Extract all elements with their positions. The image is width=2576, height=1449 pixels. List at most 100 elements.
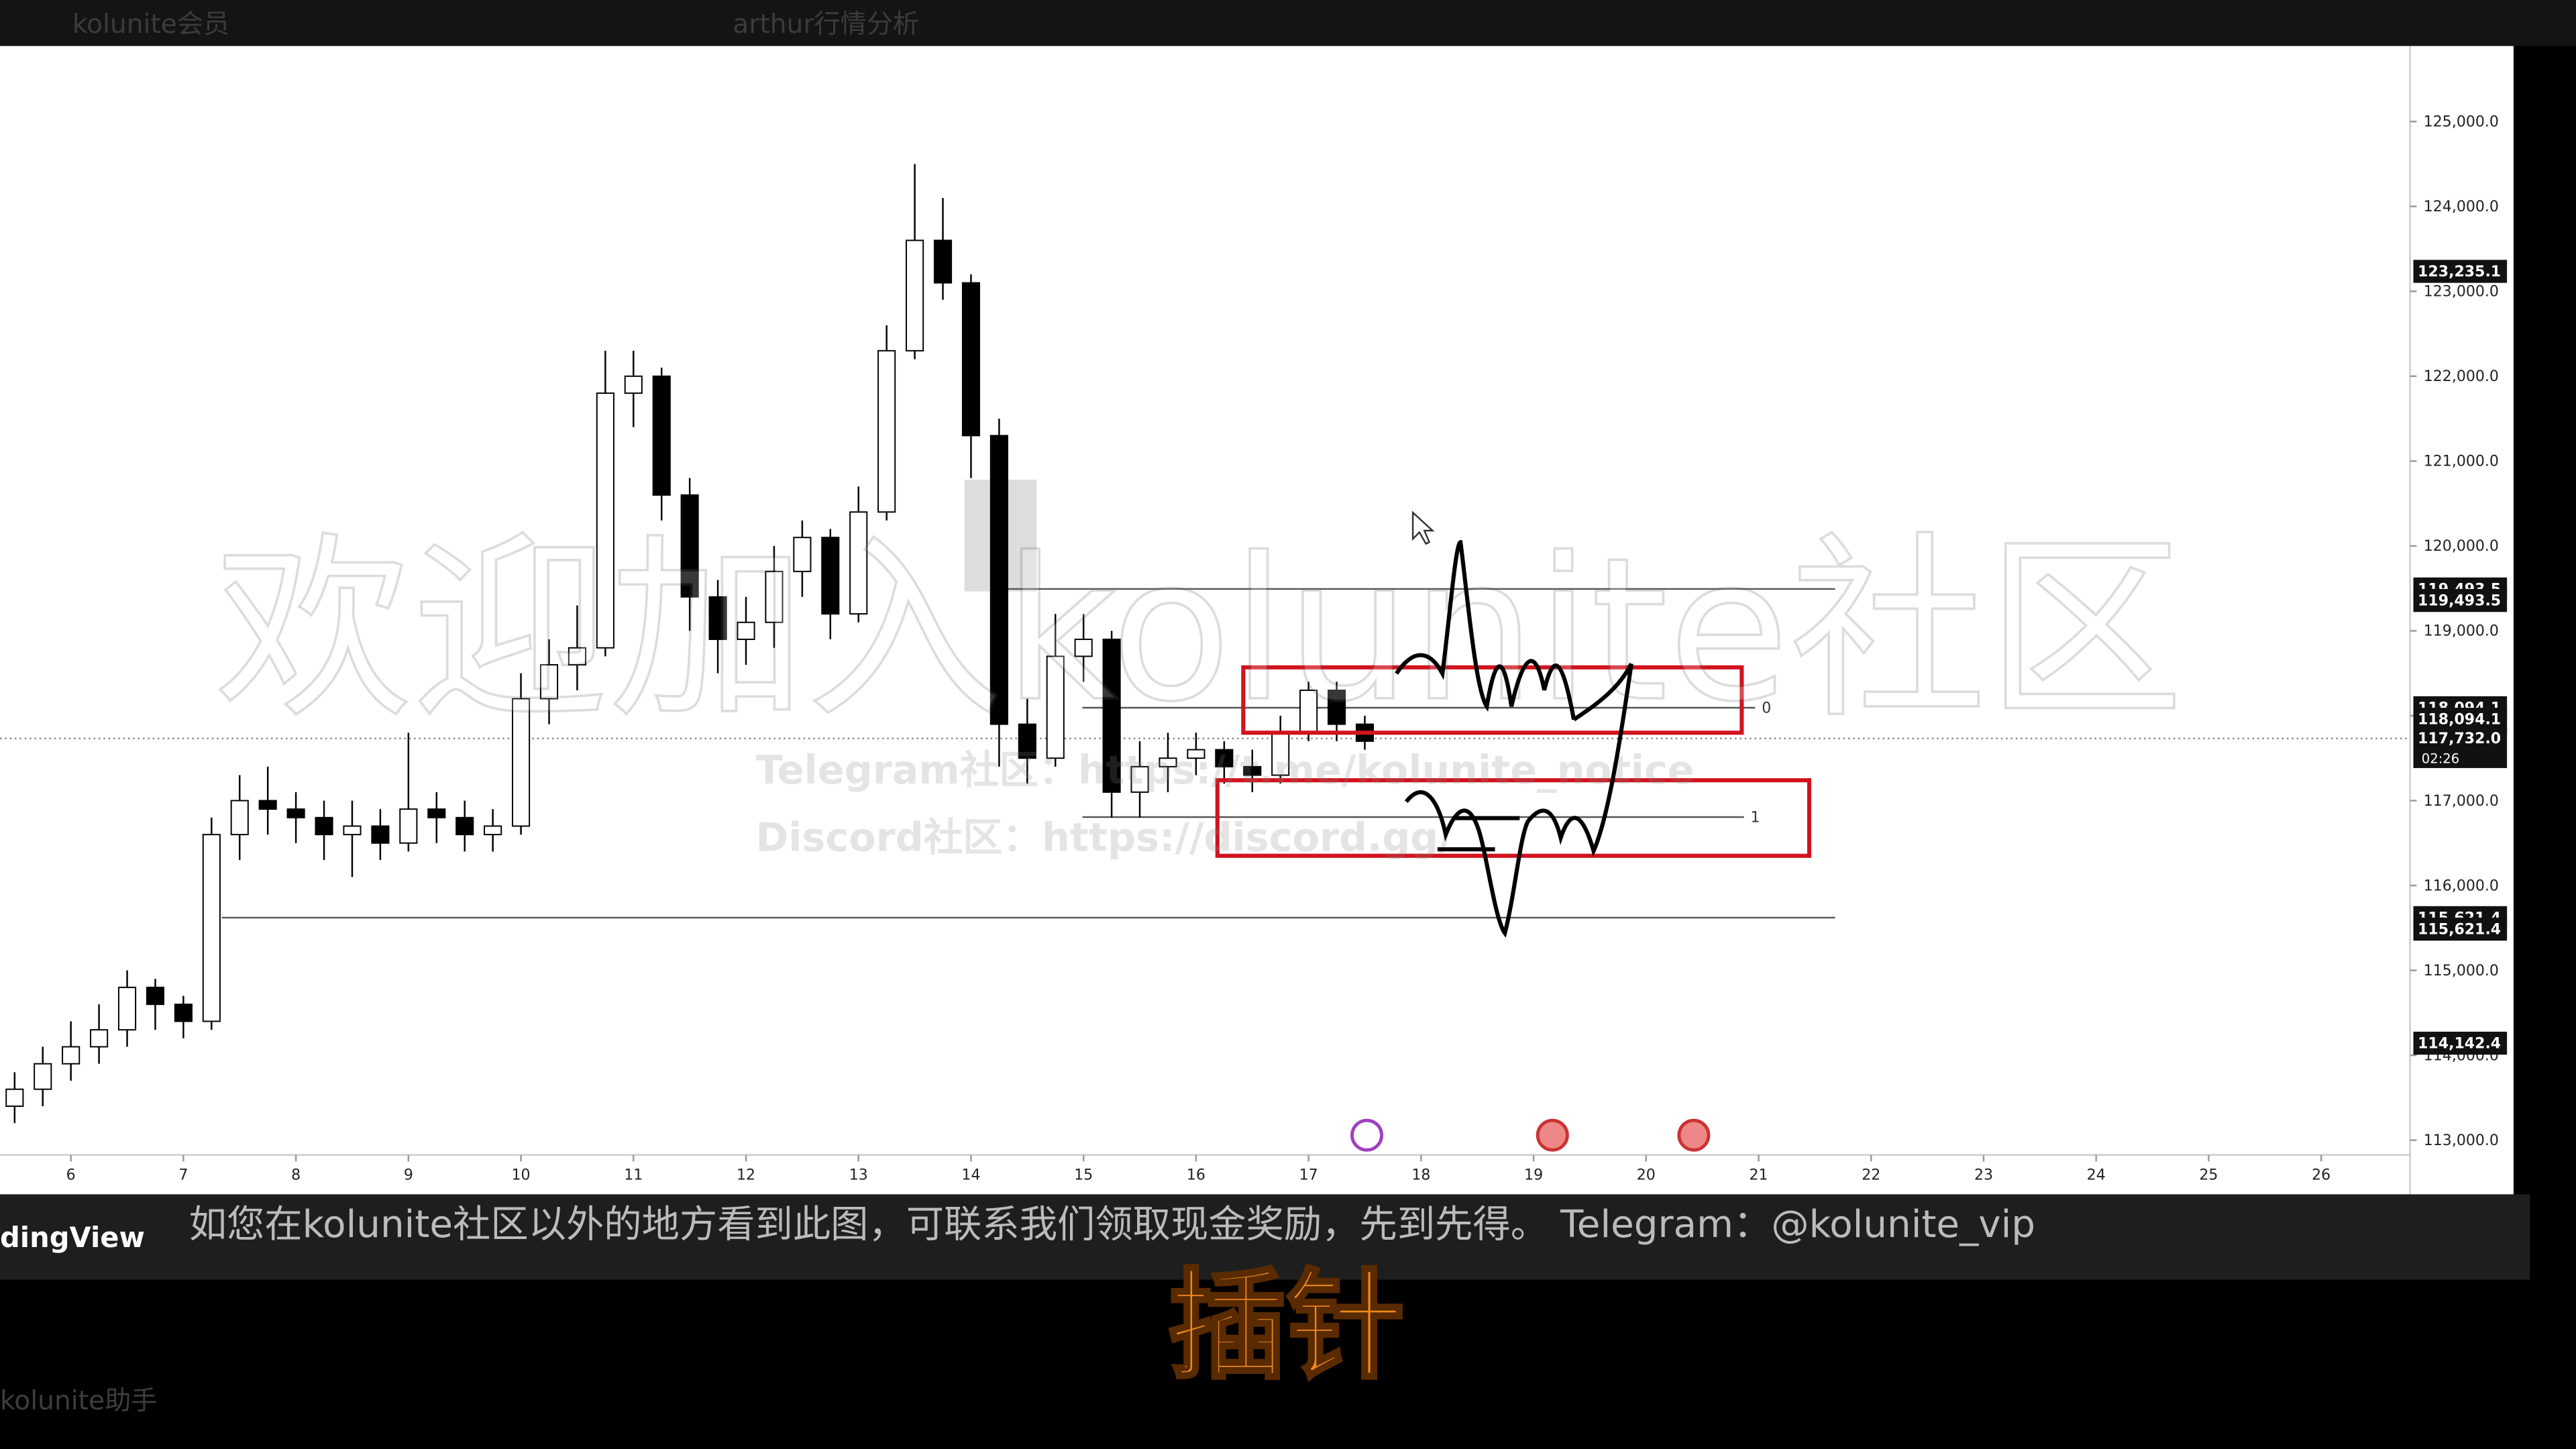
y-tick-label: 119,000.0 xyxy=(2424,623,2499,640)
caption-bar xyxy=(0,1194,2530,1280)
hand-drawing xyxy=(1395,540,1633,938)
candle-body xyxy=(1046,655,1065,759)
sidebar-item[interactable]: kolunite助手 xyxy=(0,1386,157,1416)
channel-name[interactable]: kolunite会员 xyxy=(72,9,229,40)
plot: 113,000.0114,000.0115,000.0116,000.0117,… xyxy=(0,114,2508,1183)
candle-body xyxy=(1187,749,1205,759)
price-tag-label: 115,621.4 xyxy=(2418,921,2501,938)
watermark-discord: Discord社区：https://discord.gg/ xyxy=(756,814,1454,861)
candle-body xyxy=(1328,689,1346,725)
y-tick-label: 113,000.0 xyxy=(2424,1132,2499,1149)
x-tick-label: 12 xyxy=(737,1167,755,1183)
brand: dingView xyxy=(0,1221,145,1254)
y-tick-label: 116,000.0 xyxy=(2424,877,2499,894)
candle-body xyxy=(596,392,614,649)
watermark: 欢迎加入kolunite社区 Telegram社区：https://t.me/k… xyxy=(214,515,2185,861)
x-tick-label: 23 xyxy=(1974,1167,1993,1183)
x-tick-label: 15 xyxy=(1074,1167,1093,1183)
candle-body xyxy=(343,825,362,836)
candle-body xyxy=(1159,757,1177,767)
price-tag xyxy=(2413,917,2508,941)
event-icons xyxy=(1350,1118,1711,1152)
candle-body xyxy=(117,986,137,1031)
event-icon[interactable] xyxy=(1536,1118,1569,1152)
x-tick-label: 24 xyxy=(2087,1167,2106,1183)
candle-body xyxy=(1074,639,1093,657)
x-tick-label: 7 xyxy=(178,1167,188,1183)
chart-panel xyxy=(0,46,2514,1195)
price-tag-label: 117,732.0 xyxy=(2418,731,2501,747)
zone-box xyxy=(1215,778,1812,858)
candle-body xyxy=(652,375,671,496)
candle-body xyxy=(202,834,221,1022)
caption-notice: 如您在kolunite社区以外的地方看到此图，可联系我们领取现金奖励，先到先得。… xyxy=(189,1203,2035,1246)
candle-body xyxy=(174,1004,193,1022)
candle-body xyxy=(1018,723,1036,759)
x-tick-label: 18 xyxy=(1411,1167,1430,1183)
event-icon[interactable] xyxy=(1350,1118,1384,1152)
x-tick-label: 17 xyxy=(1299,1167,1318,1183)
x-tick-label: 25 xyxy=(2199,1167,2218,1183)
candle-body xyxy=(877,350,896,513)
candle-body xyxy=(399,808,418,844)
candle-body xyxy=(624,375,643,394)
candle-body xyxy=(455,816,474,836)
candle-body xyxy=(512,698,531,827)
x-tick-label: 13 xyxy=(849,1167,868,1183)
x-tick-label: 19 xyxy=(1524,1167,1543,1183)
event-icon[interactable] xyxy=(1677,1118,1711,1152)
channel-title: arthur行情分析 xyxy=(733,9,919,40)
price-tag xyxy=(2413,260,2508,283)
x-tick-label: 14 xyxy=(961,1167,980,1183)
candle-body xyxy=(1130,765,1149,793)
candle-body xyxy=(989,435,1008,725)
candle-body xyxy=(286,808,305,818)
candle-body xyxy=(427,808,446,818)
x-tick-label: 8 xyxy=(291,1167,301,1183)
watermark-telegram: Telegram社区：https://t.me/kolunite_notice xyxy=(756,747,1695,793)
price-tag-label: 118,094.1 xyxy=(2418,712,2501,729)
candle-body xyxy=(315,816,333,836)
candle-body xyxy=(568,647,586,665)
candle-body xyxy=(961,282,981,437)
candle-body xyxy=(933,239,953,284)
candle-body xyxy=(1102,639,1121,793)
price-tag xyxy=(2413,727,2508,750)
y-tick-label: 117,000.0 xyxy=(2424,793,2499,810)
x-tick-label: 21 xyxy=(1750,1167,1768,1183)
candle-body xyxy=(539,664,559,700)
x-tick-label: 9 xyxy=(404,1167,413,1183)
countdown: 02:26 xyxy=(2422,751,2459,767)
y-tick-label: 120,000.0 xyxy=(2424,538,2499,555)
y-tick-label: 124,000.0 xyxy=(2424,199,2499,215)
price-tag xyxy=(2413,1031,2508,1055)
candle-body xyxy=(1215,749,1234,767)
price-tag xyxy=(2413,708,2508,731)
fib-label: 0 xyxy=(1762,700,1771,716)
drawn-path-rise xyxy=(1572,663,1633,722)
price-tag-label: 114,142.4 xyxy=(2418,1035,2501,1052)
candle-body xyxy=(793,537,812,572)
candle-body xyxy=(765,570,784,623)
candle-body xyxy=(849,511,868,615)
countdown-tag xyxy=(2413,749,2508,768)
candle-body xyxy=(371,825,390,844)
watermark-main: 欢迎加入kolunite社区 xyxy=(215,516,2184,745)
candle-body xyxy=(34,1063,52,1090)
x-tick-label: 11 xyxy=(624,1167,643,1183)
candle-body xyxy=(737,621,755,641)
candle-body xyxy=(708,596,727,641)
candle-body xyxy=(230,800,249,836)
price-tag-label: 119,493.5 xyxy=(2418,592,2501,609)
y-tick-label: 123,000.0 xyxy=(2424,284,2499,301)
candle-body xyxy=(906,239,924,352)
subtitle: 插针 xyxy=(1168,1257,1405,1395)
candle-body xyxy=(1299,689,1318,734)
candle-body xyxy=(146,986,165,1006)
x-tick-label: 26 xyxy=(2312,1167,2330,1183)
x-tick-label: 20 xyxy=(1637,1167,1656,1183)
candle-body xyxy=(680,494,699,598)
x-tick-label: 6 xyxy=(66,1167,76,1183)
x-tick-label: 16 xyxy=(1187,1167,1205,1183)
